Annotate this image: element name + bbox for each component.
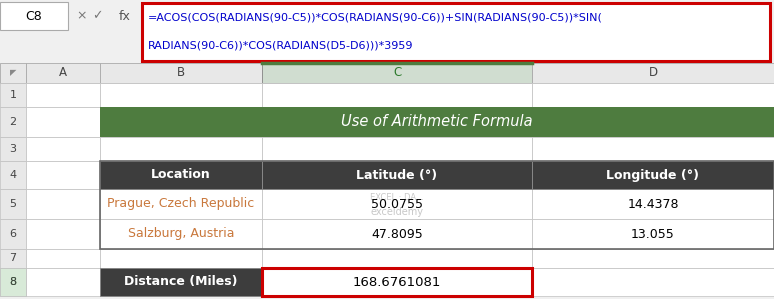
- Text: RADIANS(90-C6))*COS(RADIANS(D5-D6)))*3959: RADIANS(90-C6))*COS(RADIANS(D5-D6)))*395…: [148, 41, 413, 51]
- Bar: [110, 2, 140, 30]
- Bar: [532, 268, 774, 296]
- Text: EXCEL · DA...: EXCEL · DA...: [370, 193, 424, 202]
- Bar: [532, 219, 774, 249]
- Bar: [262, 268, 532, 296]
- Text: 7: 7: [9, 253, 16, 263]
- Bar: [262, 137, 532, 161]
- Bar: [262, 107, 532, 137]
- Bar: [100, 268, 262, 296]
- Bar: [26, 161, 100, 189]
- Bar: [26, 63, 100, 83]
- Text: 8: 8: [9, 277, 16, 287]
- Bar: [262, 83, 532, 107]
- Bar: [532, 161, 774, 189]
- Bar: [100, 161, 262, 189]
- Text: 6: 6: [9, 229, 16, 239]
- Bar: [100, 137, 262, 161]
- Text: ×: ×: [77, 10, 87, 22]
- Bar: [100, 63, 262, 83]
- Bar: [0, 83, 26, 107]
- Text: 2: 2: [9, 117, 16, 127]
- Text: exceldemy: exceldemy: [371, 207, 423, 217]
- Text: ✓: ✓: [92, 10, 102, 22]
- Text: C: C: [393, 66, 401, 80]
- Text: 8: 8: [9, 277, 16, 287]
- Bar: [100, 161, 262, 189]
- Bar: [0, 268, 26, 296]
- Bar: [26, 249, 100, 268]
- Bar: [262, 161, 532, 189]
- Bar: [100, 107, 262, 137]
- Text: Prague, Czech Republic: Prague, Czech Republic: [108, 198, 255, 210]
- Text: C8: C8: [26, 10, 43, 22]
- Text: 4: 4: [9, 170, 16, 180]
- Bar: [0, 137, 26, 161]
- Bar: [262, 161, 532, 189]
- Bar: [100, 83, 262, 107]
- Text: Longitude (°): Longitude (°): [607, 169, 700, 181]
- Bar: [68, 2, 76, 30]
- Text: 13.055: 13.055: [631, 228, 675, 240]
- Bar: [0, 2, 68, 30]
- Text: ◤: ◤: [10, 68, 16, 77]
- Bar: [0, 107, 26, 137]
- Text: B: B: [177, 66, 185, 80]
- Bar: [26, 137, 100, 161]
- Bar: [532, 137, 774, 161]
- Text: =ACOS(COS(RADIANS(90-C5))*COS(RADIANS(90-C6))+SIN(RADIANS(90-C5))*SIN(: =ACOS(COS(RADIANS(90-C5))*COS(RADIANS(90…: [148, 13, 603, 23]
- Bar: [262, 249, 532, 268]
- Bar: [0, 161, 26, 189]
- Bar: [0, 63, 26, 83]
- Bar: [0, 189, 26, 219]
- Text: 47.8095: 47.8095: [371, 228, 423, 240]
- Bar: [532, 161, 774, 189]
- Text: 5: 5: [9, 199, 16, 209]
- Bar: [262, 189, 532, 219]
- Text: 3: 3: [9, 144, 16, 154]
- Bar: [100, 249, 262, 268]
- Text: Use of Arithmetic Formula: Use of Arithmetic Formula: [341, 115, 533, 129]
- Text: 50.0755: 50.0755: [371, 198, 423, 210]
- Bar: [100, 219, 262, 249]
- Bar: [0, 268, 26, 296]
- Bar: [26, 268, 100, 296]
- Bar: [26, 219, 100, 249]
- Text: 168.6761081: 168.6761081: [353, 275, 441, 289]
- Bar: [100, 189, 262, 219]
- Bar: [26, 107, 100, 137]
- Text: D: D: [649, 66, 658, 80]
- Bar: [532, 63, 774, 83]
- Bar: [532, 189, 774, 219]
- Bar: [262, 219, 532, 249]
- Text: Latitude (°): Latitude (°): [357, 169, 437, 181]
- Bar: [532, 83, 774, 107]
- Bar: [532, 107, 774, 137]
- Bar: [262, 63, 532, 83]
- Bar: [0, 0, 774, 63]
- Bar: [262, 268, 532, 296]
- Text: A: A: [59, 66, 67, 80]
- Bar: [100, 161, 774, 249]
- Text: fx: fx: [119, 10, 131, 22]
- Bar: [0, 249, 26, 268]
- Bar: [100, 107, 774, 137]
- Text: Salzburg, Austria: Salzburg, Austria: [128, 228, 235, 240]
- Bar: [142, 3, 770, 61]
- Bar: [0, 219, 26, 249]
- Bar: [100, 268, 262, 296]
- Bar: [26, 83, 100, 107]
- Text: Location: Location: [151, 169, 211, 181]
- Bar: [26, 189, 100, 219]
- Text: 14.4378: 14.4378: [627, 198, 679, 210]
- Bar: [532, 249, 774, 268]
- Text: Distance (Miles): Distance (Miles): [125, 275, 238, 289]
- Text: 1: 1: [9, 90, 16, 100]
